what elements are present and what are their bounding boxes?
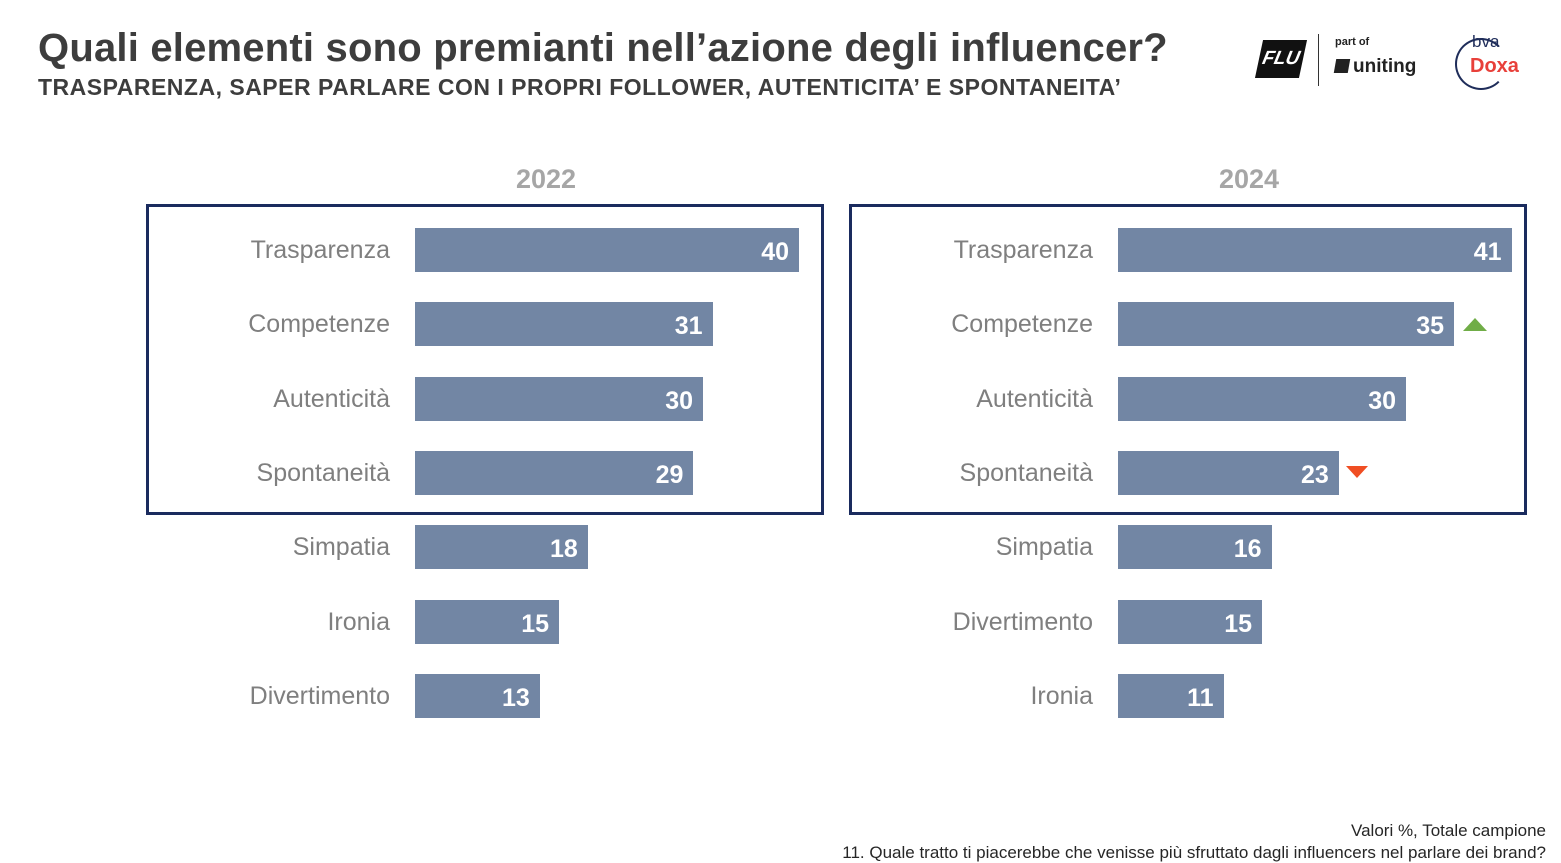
chart-1-highlight-frame	[849, 204, 1527, 515]
chart-1-bar-value-label: 15	[1224, 609, 1252, 638]
chart-1-bar	[1118, 376, 1406, 421]
chart-1-category-label: Ironia	[1030, 681, 1093, 710]
uniting-mark-icon	[1333, 59, 1351, 73]
chart-0-bar	[415, 450, 694, 495]
chart-1-category-label: Competenze	[951, 310, 1093, 339]
chart-1-bar	[1118, 450, 1339, 495]
chart-1-category-label: Trasparenza	[953, 236, 1093, 264]
chart-1-bar-value-label: 35	[1416, 312, 1444, 341]
chart-0-bar-value-label: 29	[655, 460, 684, 489]
chart-1-bar	[1118, 673, 1224, 718]
part-of-label: part of	[1335, 36, 1370, 48]
logo-separator	[1318, 34, 1319, 86]
chart-0-bar	[415, 525, 588, 570]
chart-1-increase-arrow-icon	[1463, 318, 1487, 332]
chart-0-category-label: Autenticità	[273, 384, 390, 413]
chart-0-bar-value-label: 31	[674, 312, 703, 341]
chart-1-bar	[1118, 302, 1454, 347]
bva-logo-text: bva	[1472, 32, 1500, 51]
chart-1-bar	[1118, 525, 1272, 570]
bva-doxa-ring-icon	[1455, 38, 1507, 90]
chart-1-bar-value-label: 16	[1233, 535, 1262, 564]
chart-0-category-label: Competenze	[248, 310, 390, 339]
page-title: Quali elementi sono premianti nell’azion…	[38, 26, 1168, 70]
chart-0-bar	[415, 599, 559, 644]
chart-1-decrease-arrow-icon	[1345, 465, 1368, 478]
chart-0-year-title: 2022	[515, 164, 577, 194]
chart-0-category-label: Ironia	[327, 607, 390, 636]
chart-0-bar-value-label: 30	[665, 386, 693, 415]
chart-0-bar-value-label: 15	[521, 609, 549, 638]
uniting-logo: uniting	[1333, 56, 1417, 78]
chart-1-year-title: 2024	[1218, 164, 1280, 194]
chart-1-category-label: Divertimento	[952, 607, 1093, 636]
chart-0-bar-value-label: 40	[761, 238, 789, 266]
chart-1-bar	[1118, 228, 1512, 272]
chart-0-category-label: Divertimento	[249, 681, 390, 710]
chart-0-bar	[415, 376, 703, 421]
chart-0-bar	[415, 302, 713, 347]
chart-1-bar-value-label: 11	[1187, 683, 1214, 712]
chart-1-category-label: Autenticità	[976, 384, 1093, 413]
chart-0-bar	[415, 228, 799, 272]
page-subtitle: TRASPARENZA, SAPER PARLARE CON I PROPRI …	[38, 74, 1122, 100]
chart-1-bar-value-label: 30	[1368, 386, 1396, 415]
chart-0-bar	[415, 673, 540, 718]
chart-1-bar-value-label: 41	[1473, 238, 1502, 266]
chart-1-category-label: Simpatia	[995, 533, 1093, 562]
chart-0-bar-value-label: 13	[501, 683, 530, 712]
flu-logo: FLU	[1254, 40, 1308, 78]
chart-1-category-label: Spontaneità	[959, 458, 1093, 487]
chart-1-bar	[1118, 599, 1262, 644]
chart-0-highlight-frame	[146, 204, 824, 515]
chart-0-category-label: Spontaneità	[256, 458, 390, 487]
chart-0-category-label: Trasparenza	[250, 236, 390, 264]
uniting-logo-text: uniting	[1353, 56, 1417, 77]
logos: FLU part of uniting bva Doxa	[1254, 30, 1545, 90]
chart-0-bar-value-label: 18	[549, 535, 578, 564]
footnote-question: 11. Quale tratto ti piacerebbe che venis…	[842, 843, 1546, 862]
chart-0-category-label: Simpatia	[292, 533, 390, 562]
doxa-logo-text: Doxa	[1470, 55, 1519, 77]
flu-logo-text: FLU	[1260, 48, 1302, 69]
chart-1-bar-value-label: 23	[1300, 460, 1329, 489]
footnote-values: Valori %, Totale campione	[1351, 821, 1546, 840]
